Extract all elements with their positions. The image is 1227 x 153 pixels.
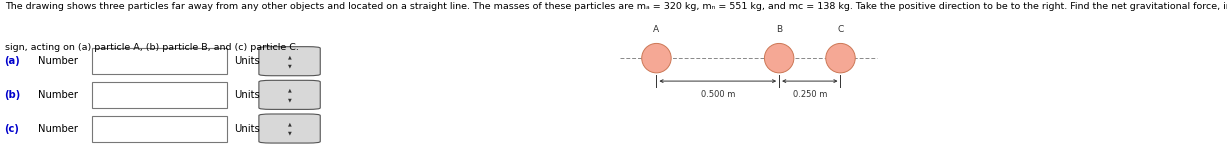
Text: A: A [654,25,659,34]
Text: Number: Number [38,123,79,134]
Text: (c): (c) [4,123,18,134]
Text: ▲: ▲ [287,121,292,126]
Ellipse shape [642,43,671,73]
Text: ▼: ▼ [287,131,292,136]
FancyBboxPatch shape [259,114,320,143]
Text: (a): (a) [4,56,20,66]
Text: B: B [777,25,782,34]
Text: ▲: ▲ [287,54,292,59]
Ellipse shape [826,43,855,73]
FancyBboxPatch shape [259,80,320,109]
FancyBboxPatch shape [92,82,227,108]
Text: ▲: ▲ [287,88,292,93]
Text: The drawing shows three particles far away from any other objects and located on: The drawing shows three particles far aw… [5,2,1227,11]
Text: sign, acting on (a) particle A, (b) particle B, and (c) particle C.: sign, acting on (a) particle A, (b) part… [5,43,299,52]
Ellipse shape [764,43,794,73]
Text: ▼: ▼ [287,63,292,68]
FancyBboxPatch shape [259,47,320,76]
Text: Number: Number [38,56,79,66]
Text: 0.250 m: 0.250 m [793,90,827,99]
Text: (b): (b) [4,90,20,100]
Text: Units: Units [234,123,260,134]
FancyBboxPatch shape [92,48,227,74]
Text: Units: Units [234,90,260,100]
Text: Number: Number [38,90,79,100]
Text: Units: Units [234,56,260,66]
Text: 0.500 m: 0.500 m [701,90,735,99]
Text: C: C [837,25,844,34]
Text: ▼: ▼ [287,97,292,102]
FancyBboxPatch shape [92,116,227,142]
